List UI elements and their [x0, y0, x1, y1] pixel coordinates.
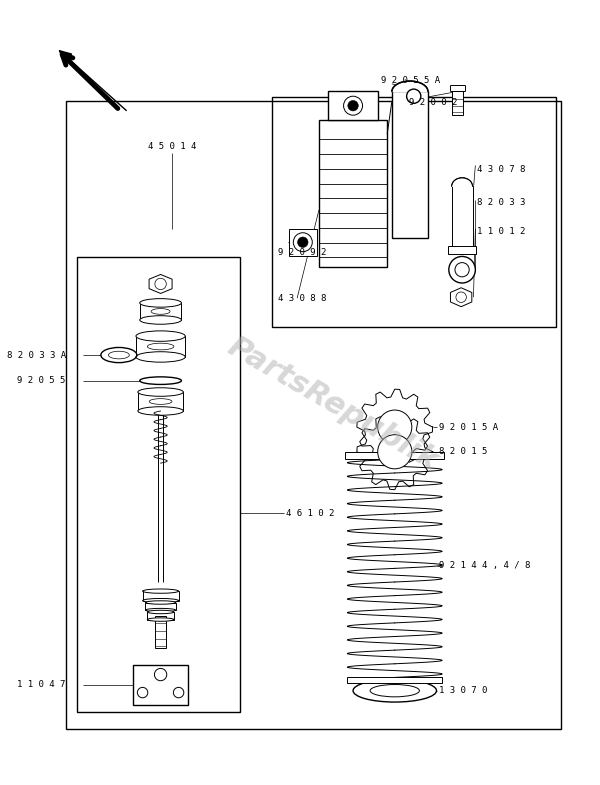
Circle shape	[344, 97, 362, 115]
Circle shape	[154, 668, 167, 681]
Text: 1 3 0 7 0: 1 3 0 7 0	[439, 686, 488, 696]
Bar	[133, 665, 188, 705]
Text: 8 2 0 3 3 A: 8 2 0 3 3 A	[7, 351, 66, 360]
Text: 1 1 0 4 7: 1 1 0 4 7	[17, 681, 66, 689]
Circle shape	[348, 100, 358, 111]
Bar	[145, 603, 176, 610]
Bar	[155, 615, 166, 648]
Ellipse shape	[140, 316, 181, 324]
Text: 9 2 0 0 2: 9 2 0 0 2	[409, 98, 457, 108]
Ellipse shape	[149, 399, 172, 404]
Bar	[148, 612, 174, 619]
Bar	[347, 677, 442, 683]
Text: 8 2 0 1 5: 8 2 0 1 5	[439, 447, 488, 456]
Bar	[136, 336, 185, 357]
Bar	[448, 246, 476, 254]
Ellipse shape	[145, 601, 176, 604]
Ellipse shape	[140, 298, 181, 307]
Text: 4 3 0 7 8: 4 3 0 7 8	[477, 165, 526, 173]
Ellipse shape	[143, 598, 179, 603]
Ellipse shape	[370, 685, 419, 697]
Text: 9 2 0 5 5: 9 2 0 5 5	[17, 376, 66, 385]
Bar	[77, 257, 240, 713]
Bar	[140, 303, 181, 320]
Text: 9 2 0 1 5 A: 9 2 0 1 5 A	[439, 422, 499, 432]
Bar	[66, 101, 560, 728]
Circle shape	[378, 410, 412, 444]
Bar	[272, 97, 556, 327]
Ellipse shape	[136, 352, 185, 362]
Circle shape	[155, 278, 166, 290]
Ellipse shape	[143, 589, 179, 593]
Polygon shape	[357, 389, 433, 465]
Circle shape	[298, 237, 308, 247]
Circle shape	[407, 89, 421, 104]
Text: 9 2 0 9 2: 9 2 0 9 2	[278, 248, 326, 257]
Text: 4 3 0 8 8: 4 3 0 8 8	[278, 294, 326, 303]
Text: 4 6 1 0 2: 4 6 1 0 2	[286, 509, 334, 518]
Text: 9 2 1 4 4 , 4 / 8: 9 2 1 4 4 , 4 / 8	[439, 561, 531, 570]
Ellipse shape	[148, 610, 174, 614]
Bar	[346, 451, 444, 459]
Ellipse shape	[148, 618, 174, 621]
Polygon shape	[451, 288, 472, 307]
Circle shape	[449, 257, 475, 283]
Polygon shape	[357, 414, 433, 490]
Bar	[143, 591, 179, 601]
Circle shape	[378, 435, 412, 469]
Polygon shape	[452, 177, 473, 186]
Bar	[289, 229, 317, 255]
Bar	[392, 92, 428, 239]
Ellipse shape	[353, 679, 436, 702]
Text: 1 1 0 1 2: 1 1 0 1 2	[477, 228, 526, 236]
Polygon shape	[149, 275, 172, 294]
Ellipse shape	[151, 309, 170, 314]
Circle shape	[456, 292, 466, 302]
Ellipse shape	[145, 608, 176, 612]
Circle shape	[137, 688, 148, 698]
Ellipse shape	[138, 407, 184, 415]
Bar	[328, 92, 378, 120]
Bar	[138, 392, 184, 411]
Text: PartsRepublik: PartsRepublik	[223, 332, 443, 476]
Bar	[319, 120, 387, 267]
Ellipse shape	[138, 388, 184, 396]
Text: 4 5 0 1 4: 4 5 0 1 4	[148, 142, 196, 151]
Circle shape	[293, 232, 312, 252]
Ellipse shape	[136, 330, 185, 341]
Bar	[452, 186, 473, 248]
Polygon shape	[392, 81, 428, 92]
Text: 8 2 0 3 3: 8 2 0 3 3	[477, 198, 526, 207]
Bar	[452, 92, 463, 115]
Circle shape	[455, 263, 469, 277]
Text: 9 2 0 5 5 A: 9 2 0 5 5 A	[380, 75, 440, 85]
Circle shape	[173, 688, 184, 698]
Ellipse shape	[148, 343, 174, 350]
